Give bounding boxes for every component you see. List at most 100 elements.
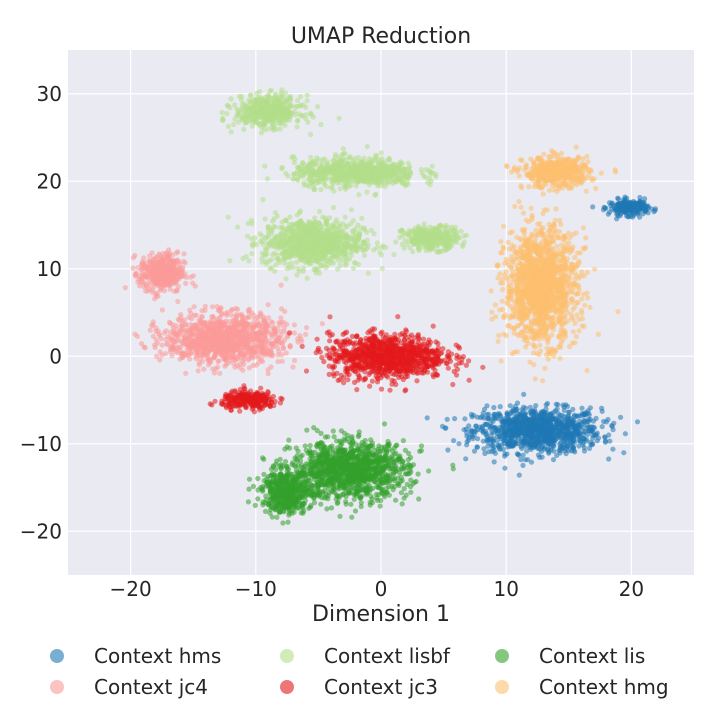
data-point	[430, 227, 436, 233]
data-point	[377, 503, 383, 509]
data-point	[519, 414, 525, 420]
data-point	[336, 115, 342, 121]
data-point	[500, 423, 506, 429]
data-point	[531, 413, 537, 419]
data-point	[321, 170, 327, 176]
data-point	[350, 238, 356, 244]
data-point	[260, 238, 266, 244]
data-point	[490, 430, 497, 436]
data-point	[622, 194, 628, 200]
data-point	[528, 459, 535, 465]
data-point	[261, 109, 267, 115]
data-point	[354, 167, 360, 173]
data-point	[444, 416, 450, 422]
data-point	[302, 443, 308, 449]
data-point	[316, 179, 322, 185]
data-point	[282, 122, 288, 128]
data-point	[240, 255, 246, 262]
data-point	[507, 443, 513, 449]
data-point	[515, 423, 521, 429]
data-point	[358, 503, 364, 510]
data-point	[291, 159, 297, 165]
data-point	[294, 212, 300, 218]
data-point	[283, 233, 289, 239]
data-point	[494, 438, 500, 444]
data-point	[340, 452, 346, 458]
data-point	[283, 108, 289, 115]
data-point	[228, 96, 234, 102]
data-point	[398, 228, 404, 234]
data-point	[316, 229, 322, 235]
data-point	[278, 243, 284, 249]
data-point	[371, 231, 377, 237]
data-point	[369, 176, 375, 182]
data-point	[445, 447, 451, 453]
data-point	[370, 458, 376, 464]
data-point	[377, 477, 383, 483]
data-point	[308, 225, 314, 231]
data-point	[310, 243, 316, 249]
data-point	[408, 477, 414, 483]
data-points	[122, 87, 659, 526]
data-point	[602, 439, 609, 445]
data-point	[566, 409, 572, 415]
data-point	[576, 443, 582, 449]
data-point	[340, 491, 346, 497]
data-point	[615, 195, 621, 201]
data-point	[369, 496, 375, 502]
data-point	[559, 445, 565, 451]
data-point	[538, 416, 544, 422]
data-point	[361, 252, 367, 259]
data-point	[341, 235, 347, 241]
data-point	[341, 151, 347, 157]
data-point	[363, 166, 369, 172]
data-point	[282, 98, 289, 105]
data-point	[390, 168, 396, 174]
data-point	[271, 122, 277, 128]
data-point	[399, 501, 405, 507]
data-point	[402, 447, 408, 453]
data-point	[343, 156, 349, 163]
data-point	[633, 201, 639, 208]
data-point	[343, 250, 349, 256]
data-point	[491, 404, 497, 411]
data-point	[407, 245, 413, 251]
data-point	[507, 403, 513, 409]
data-point	[338, 240, 344, 246]
data-point	[312, 170, 318, 177]
data-point	[364, 490, 370, 496]
data-point	[287, 251, 293, 257]
data-point	[293, 239, 300, 245]
data-point	[254, 90, 260, 96]
data-point	[568, 417, 575, 423]
data-point	[360, 456, 367, 462]
data-point	[260, 197, 266, 203]
data-point	[381, 421, 388, 427]
data-point	[520, 404, 527, 410]
data-point	[557, 412, 563, 418]
data-point	[579, 412, 585, 418]
data-point	[379, 265, 385, 272]
data-point	[219, 109, 225, 116]
data-point	[586, 416, 592, 422]
data-point	[303, 104, 309, 110]
data-point	[287, 98, 293, 104]
data-point	[279, 165, 285, 172]
data-point	[425, 179, 431, 186]
data-point	[642, 209, 648, 215]
data-point	[611, 203, 617, 209]
data-point	[344, 257, 350, 263]
data-point	[301, 245, 307, 251]
data-point	[550, 414, 556, 420]
data-point	[324, 506, 330, 512]
data-point	[610, 446, 616, 452]
data-point	[379, 486, 385, 492]
data-point	[297, 255, 303, 261]
data-point	[516, 472, 522, 478]
data-point	[336, 174, 342, 181]
data-point	[350, 265, 357, 271]
data-point	[464, 442, 470, 448]
data-point	[408, 454, 414, 461]
data-point	[532, 422, 538, 428]
data-point	[395, 475, 401, 481]
